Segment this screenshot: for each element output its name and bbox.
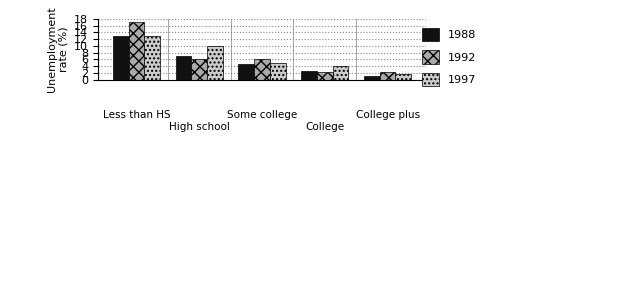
Text: Less than HS: Less than HS (102, 110, 170, 120)
Text: College: College (305, 122, 344, 132)
Bar (396, 74, 411, 80)
Bar (270, 63, 285, 80)
Bar (301, 71, 317, 80)
Bar (364, 76, 380, 80)
Bar (207, 46, 223, 80)
Legend: 1988, 1992, 1997: 1988, 1992, 1997 (419, 25, 479, 90)
Bar (254, 59, 270, 80)
Bar (176, 56, 191, 80)
Text: High school: High school (169, 122, 230, 132)
Bar (191, 59, 207, 80)
Text: Some college: Some college (227, 110, 297, 120)
Bar (239, 64, 254, 80)
Bar (317, 72, 333, 80)
Bar (129, 22, 144, 80)
Text: College plus: College plus (356, 110, 420, 120)
Bar (380, 72, 396, 80)
Y-axis label: Unemployment
rate (%): Unemployment rate (%) (47, 6, 68, 92)
Bar (113, 36, 129, 80)
Bar (144, 36, 160, 80)
Bar (333, 66, 348, 80)
